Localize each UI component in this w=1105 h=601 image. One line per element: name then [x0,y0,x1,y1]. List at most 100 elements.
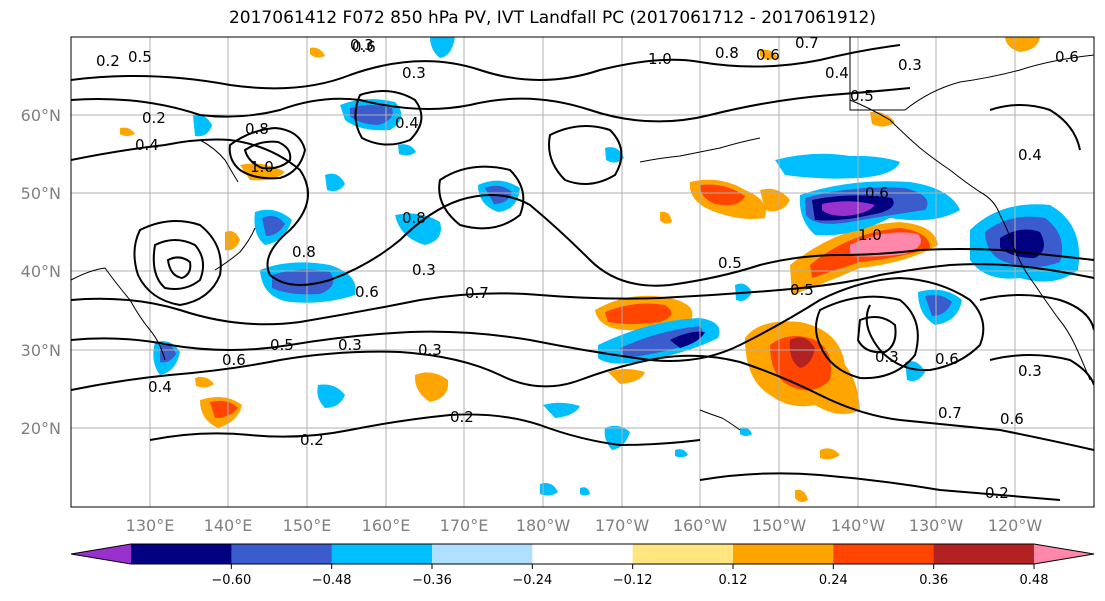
pv-contour-line [699,472,1061,501]
pv-contour-line [354,90,423,146]
contour-labels: 0.3 0.5 0.6 0.7 0.8 1.0 0.2 0.4 0.3 0.5 … [96,34,1079,502]
lat-label: 40°N [21,262,61,281]
coastline-kamchatka [199,139,239,183]
colorbar-tick-label: −0.36 [412,573,452,588]
shaded-pv-field [120,37,1080,503]
coastline-alaska [849,37,1094,111]
longitude-labels: 130°E 140°E 150°E 160°E 170°E 180°W 170°… [126,516,1043,535]
lon-label: 120°W [988,516,1043,535]
lon-label: 130°W [909,516,964,535]
pv-contour-line [989,104,1081,151]
lat-label: 30°N [21,341,61,360]
lat-label: 20°N [21,419,61,438]
pv-contour-line [243,140,292,170]
pv-negative-region [670,331,705,348]
colorbar-segment [632,544,734,564]
contour-label: 0.8 [715,44,739,62]
pv-contour-line [71,44,901,90]
contour-label: 0.8 [245,120,269,138]
colorbar-tick-label: 0.36 [919,573,948,588]
contour-label: 0.8 [292,243,316,261]
pv-negative-region [398,144,416,156]
pv-contour-line [71,138,1094,287]
colorbar-tick-label: −0.60 [211,573,251,588]
pv-negative-region [272,269,334,295]
lon-label: 150°W [752,516,807,535]
colorbar-segment [331,544,433,564]
map-panel: 0.3 0.5 0.6 0.7 0.8 1.0 0.2 0.4 0.3 0.5 … [70,34,1095,508]
contour-label: 0.2 [450,408,474,426]
pv-contour-line [149,413,701,447]
pv-contour-line [71,87,911,123]
lat-label: 60°N [21,106,61,125]
pv-negative-region [540,483,558,496]
pv-negative-region [740,427,752,436]
colorbar-tick-label: −0.24 [512,573,552,588]
colorbar-segment [532,544,634,564]
contour-label: 0.4 [135,136,159,154]
lon-label: 160°W [673,516,728,535]
pv-contour-line [228,126,307,180]
pv-positive-region [120,127,135,136]
latitude-labels: 60°N 50°N 40°N 30°N 20°N [21,106,61,438]
pv-positive-region [195,376,214,388]
contour-label: 0.6 [756,46,780,64]
contour-label: 0.3 [412,261,436,279]
pv-positive-region [414,372,449,402]
contour-label: 0.7 [795,34,819,52]
lon-label: 180°W [516,516,571,535]
pv-contour-line [548,125,623,185]
pv-positive-region [225,231,240,251]
lon-label: 170°E [440,516,489,535]
pv-contour-line [438,165,525,230]
coastline-hawaii [699,409,741,431]
lat-label: 50°N [21,184,61,203]
coastline-north-america [849,99,1091,381]
contour-label: 0.5 [790,281,814,299]
colorbar-tick-label: −0.12 [613,573,653,588]
contour-label: 0.3 [350,36,374,54]
colorbar-segment [131,544,232,564]
colorbar-segment [833,544,935,564]
lon-label: 160°E [362,516,411,535]
lon-label: 140°E [204,516,253,535]
colorbar-tick-label: 0.48 [1020,573,1049,588]
pv-contour-line [166,256,192,280]
contour-label: 0.2 [985,484,1009,502]
pv-contour-line [979,294,1094,331]
contour-label: 0.6 [222,351,246,369]
pv-negative-region [325,173,345,192]
contour-label: 0.5 [128,48,152,66]
colorbar-outline [70,543,1095,565]
pv-contour-line [152,239,205,290]
contour-label: 1.0 [250,158,274,176]
contour-label: 0.5 [850,87,874,105]
coastline-aleutians [639,137,761,163]
pv-negative-region [822,201,875,216]
pv-positive-region [760,49,778,60]
contour-label: 0.2 [300,431,324,449]
pv-positive-region [660,211,672,224]
lon-label: 170°W [595,516,650,535]
pv-contour-line [71,350,1094,451]
pv-positive-region [700,184,745,205]
pv-positive-region [850,232,922,257]
contour-label: 0.6 [1055,48,1079,66]
colorbar-tick-label: −0.48 [312,573,352,588]
colorbar-extend-left [71,544,131,564]
colorbar-segment [432,544,533,564]
pv-negative-region [430,37,455,58]
colorbar-tick-label: 0.12 [719,573,748,588]
lon-label: 150°E [283,516,332,535]
pv-positive-region [210,400,238,418]
contour-label: 0.8 [402,209,426,227]
contour-label: 0.6 [355,283,379,301]
pv-positive-region [310,47,325,58]
pv-positive-region [1005,37,1040,52]
pv-contour-line [71,263,1094,326]
contour-label: 0.4 [395,114,419,132]
contour-label: 0.6 [865,184,889,202]
contour-label: 0.3 [418,341,442,359]
pv-contour-line [856,315,897,354]
